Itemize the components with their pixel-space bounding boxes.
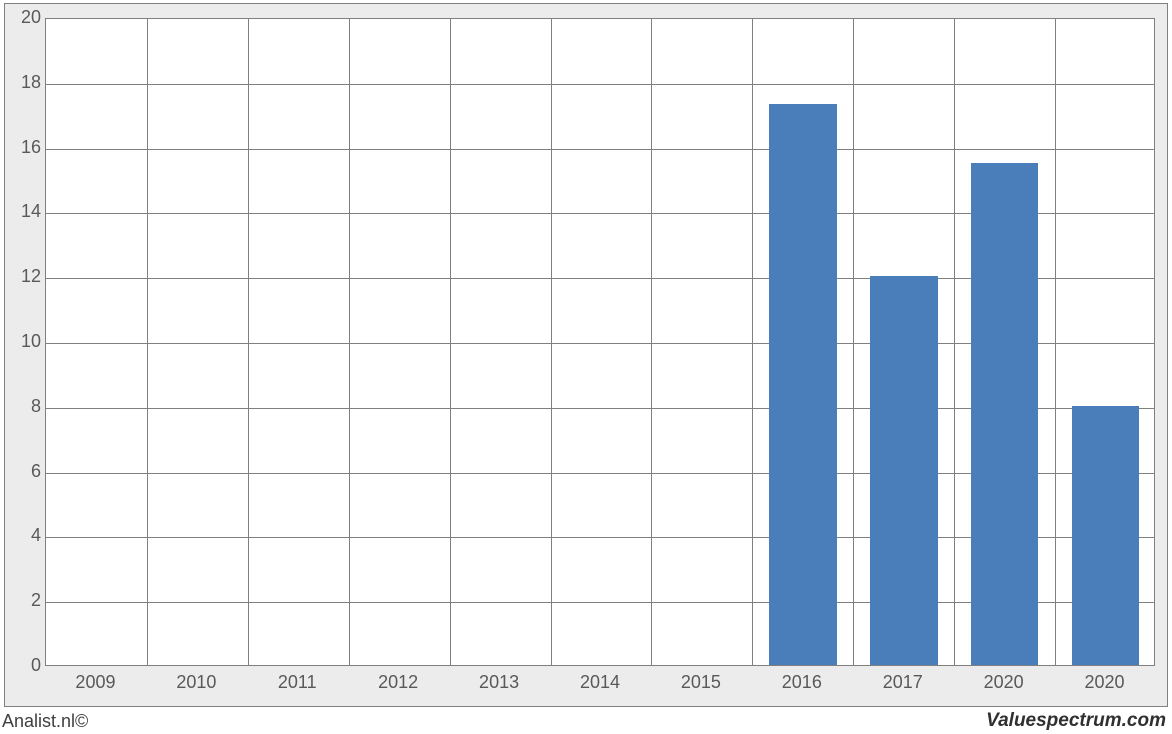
gridline-v <box>450 19 451 665</box>
y-tick-label: 8 <box>11 396 41 417</box>
gridline-v <box>248 19 249 665</box>
y-tick-label: 10 <box>11 331 41 352</box>
x-tick-label: 2013 <box>479 672 519 693</box>
footer-right-text: Valuespectrum.com <box>986 710 1166 732</box>
x-tick-label: 2009 <box>75 672 115 693</box>
chart-frame: 0 2 4 6 8 10 12 14 16 18 20 2009 2010 2011 2012 2013 20… <box>4 3 1168 707</box>
x-tick-label: 2012 <box>378 672 418 693</box>
y-tick-label: 18 <box>11 72 41 93</box>
gridline-v <box>1055 19 1056 665</box>
x-tick-label: 2014 <box>580 672 620 693</box>
y-tick-label: 16 <box>11 137 41 158</box>
gridline-v <box>349 19 350 665</box>
bar <box>769 104 837 665</box>
gridline-v <box>853 19 854 665</box>
y-tick-label: 2 <box>11 590 41 611</box>
x-tick-label: 2011 <box>278 672 317 693</box>
gridline-v <box>147 19 148 665</box>
x-tick-label: 2017 <box>883 672 923 693</box>
y-tick-label: 4 <box>11 525 41 546</box>
bar <box>870 276 938 665</box>
gridline-v <box>651 19 652 665</box>
gridline-v <box>954 19 955 665</box>
plot-area <box>45 18 1155 666</box>
x-tick-label: 2010 <box>176 672 216 693</box>
gridline-h <box>46 149 1154 150</box>
x-tick-label: 2016 <box>782 672 822 693</box>
y-tick-label: 14 <box>11 201 41 222</box>
x-tick-label: 2020 <box>984 672 1024 693</box>
gridline-v <box>752 19 753 665</box>
bar <box>1072 406 1140 665</box>
gridline-v <box>551 19 552 665</box>
y-tick-label: 0 <box>11 655 41 676</box>
x-tick-label: 2020 <box>1085 672 1125 693</box>
footer-left-text: Analist.nl© <box>2 711 88 732</box>
y-tick-label: 12 <box>11 266 41 287</box>
gridline-h <box>46 84 1154 85</box>
y-tick-label: 20 <box>11 7 41 28</box>
bar <box>971 163 1039 665</box>
y-tick-label: 6 <box>11 461 41 482</box>
x-tick-label: 2015 <box>681 672 721 693</box>
chart-container: 0 2 4 6 8 10 12 14 16 18 20 2009 2010 2011 2012 2013 20… <box>0 0 1172 734</box>
